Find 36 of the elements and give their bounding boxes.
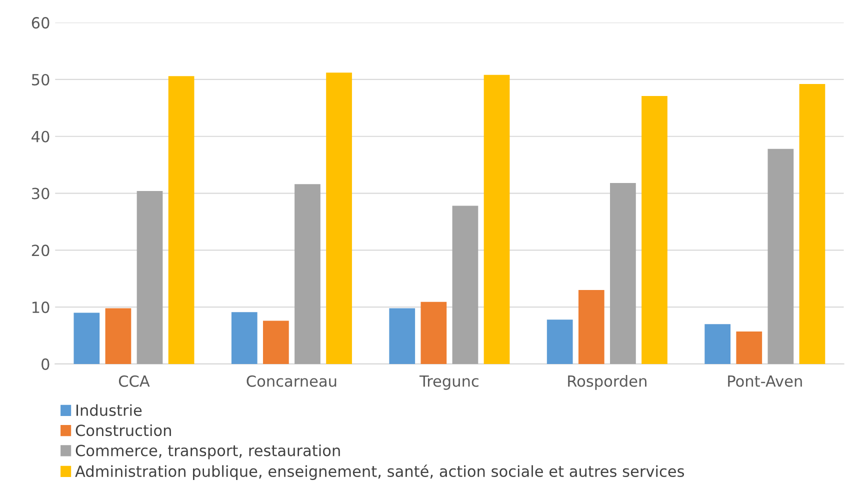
y-tick-label: 40 [32, 130, 50, 142]
x-tick-label: Tregunc [419, 376, 478, 390]
bar [263, 320, 289, 364]
bar [420, 302, 447, 364]
y-tick-label: 50 [32, 74, 50, 86]
y-tick-label: 0 [42, 358, 50, 370]
bar [389, 308, 416, 364]
bar [74, 312, 100, 364]
x-tick-label: Pont-Aven [728, 376, 802, 387]
bar [642, 96, 668, 364]
y-tick-label: 20 [32, 244, 50, 256]
bar [294, 184, 320, 364]
bar [704, 324, 731, 364]
bar [452, 206, 478, 364]
bar [578, 290, 604, 364]
bar [168, 76, 194, 364]
bar [610, 183, 636, 364]
bar [231, 312, 258, 364]
bar [799, 84, 826, 364]
legend-label: Administration publique, enseignement, santé, action sociale et autres services [75, 464, 684, 480]
bar [326, 72, 352, 364]
x-tick-label: CCA [118, 375, 150, 387]
bar [768, 148, 794, 364]
y-tick-label: 60 [32, 17, 50, 29]
bar [484, 74, 510, 364]
y-tick-label: 30 [32, 188, 50, 200]
bar [136, 190, 163, 364]
legend-label: Construction [76, 424, 171, 436]
bar [105, 308, 132, 364]
x-tick-label: Concarneau [246, 375, 336, 387]
x-tick-label: Rosporden [568, 375, 646, 390]
y-tick-label: 10 [32, 302, 50, 314]
bar [546, 320, 573, 364]
legend-label: Commerce, transport, restauration [76, 444, 340, 460]
bar [736, 332, 762, 364]
legend-label: Industrie [76, 404, 142, 416]
